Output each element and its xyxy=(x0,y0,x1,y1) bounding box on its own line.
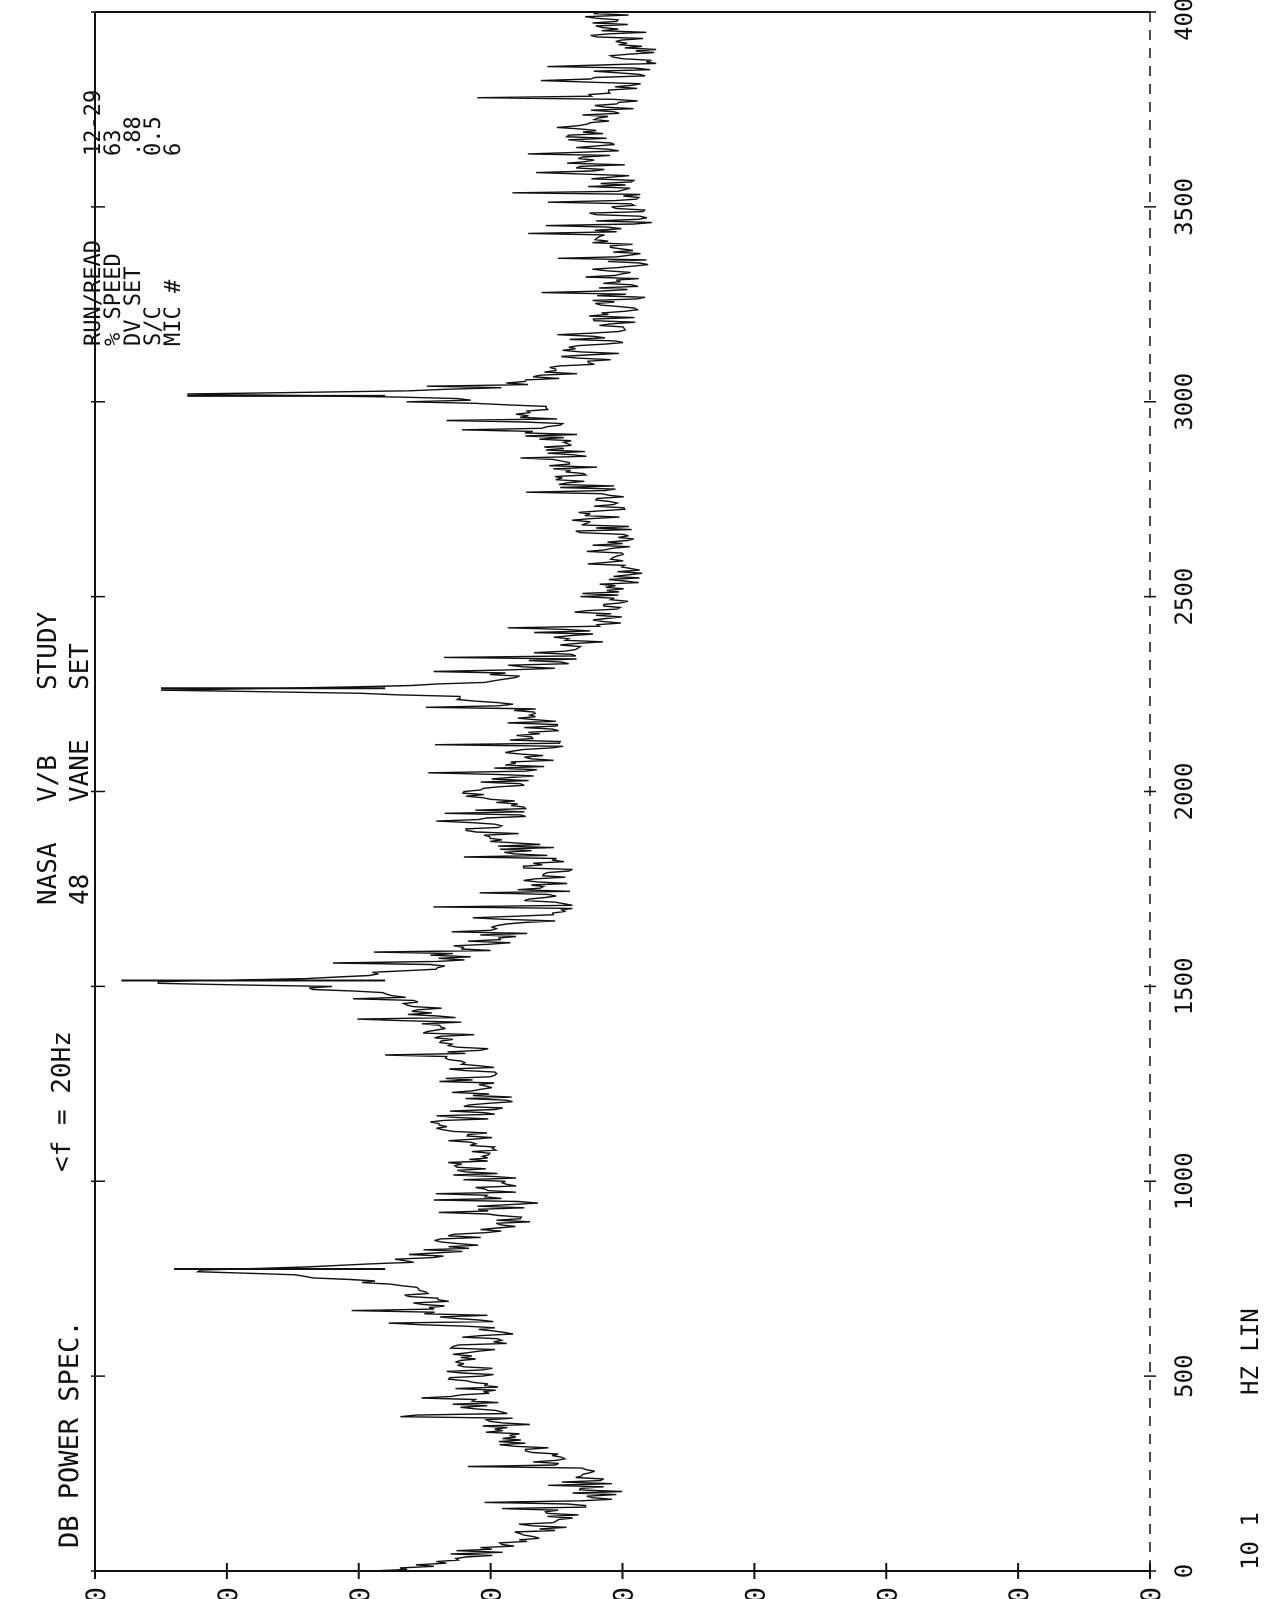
run-info-value: 12-29 xyxy=(81,90,106,156)
y-tick-label: 100 xyxy=(81,1587,112,1599)
y-tick-label: 80 xyxy=(345,1587,376,1599)
run-info-label: RUN/READ xyxy=(81,240,106,346)
config-line1: V/B xyxy=(33,755,63,802)
x-tick-label: 2500 xyxy=(1170,568,1198,626)
x-tick-label: 1500 xyxy=(1170,957,1198,1015)
study-line1: STUDY xyxy=(33,611,63,690)
chart-title: DB POWER SPEC. xyxy=(54,1320,85,1548)
run-info-label: MIC # xyxy=(161,279,186,346)
program-line2: 48 xyxy=(65,874,95,905)
run-info-value: .88 xyxy=(121,116,146,156)
run-info-value: 6 xyxy=(161,143,186,156)
config-line2: VANE xyxy=(65,739,95,802)
x-tick-label: 3500 xyxy=(1170,178,1198,236)
x-axis-label: HZ LIN xyxy=(1236,1308,1264,1395)
y-tick-label: 20 xyxy=(1136,1587,1167,1599)
y-tick-label: 50 xyxy=(740,1587,771,1599)
x-axis-note: 10 1 xyxy=(1236,1512,1264,1570)
program-line1: NASA xyxy=(33,842,63,905)
y-tick-label: 30 xyxy=(1004,1587,1035,1599)
x-tick-label: 2000 xyxy=(1170,763,1198,821)
bandwidth-note: <f = 20Hz xyxy=(47,1031,77,1172)
run-info-value: 0.5 xyxy=(141,116,166,156)
y-tick-label: 90 xyxy=(213,1587,244,1599)
x-tick-label: 4000 xyxy=(1170,0,1198,41)
run-info-label: S/C xyxy=(141,306,166,346)
study-line2: SET xyxy=(65,643,95,690)
run-info-value: 63 xyxy=(101,130,126,157)
x-tick-label: 500 xyxy=(1170,1354,1198,1397)
x-tick-label: 1000 xyxy=(1170,1152,1198,1210)
y-tick-label: 70 xyxy=(477,1587,508,1599)
run-info-label: DV SET xyxy=(121,267,146,346)
spectrum-series-line xyxy=(157,11,657,1572)
run-info-label: % SPEED xyxy=(101,253,126,346)
x-tick-label: 0 xyxy=(1170,1564,1198,1578)
x-tick-label: 3000 xyxy=(1170,373,1198,431)
y-tick-label: 40 xyxy=(872,1587,903,1599)
y-tick-label: 60 xyxy=(609,1587,640,1599)
